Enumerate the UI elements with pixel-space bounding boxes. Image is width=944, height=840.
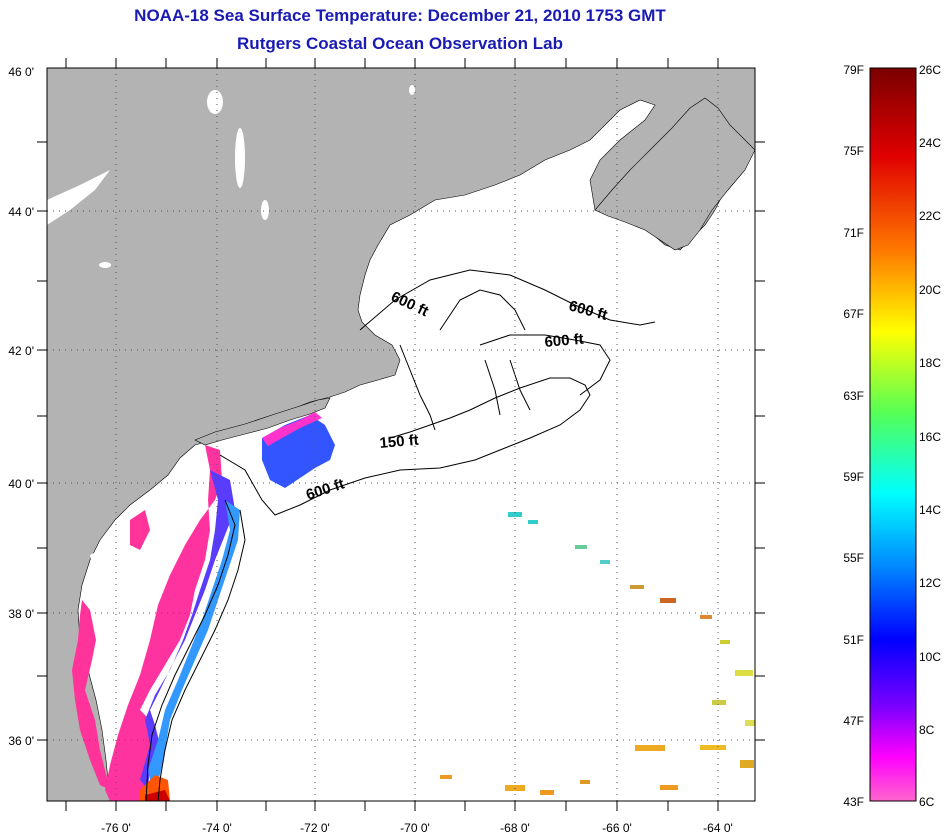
sst-chesapeake-bay [72, 600, 110, 790]
title-line-2: Rutgers Coastal Ocean Observation Lab [237, 34, 563, 53]
cb-c-8: 8C [919, 723, 935, 737]
cb-c-16: 16C [919, 430, 941, 444]
sst-coastal-band [105, 445, 222, 801]
cb-c-22: 22C [919, 209, 941, 223]
lon-label-70: -70 0' [400, 821, 430, 835]
lon-label-72: -72 0' [300, 821, 330, 835]
cb-f-71: 71F [843, 226, 864, 240]
cb-c-6: 6C [919, 795, 935, 809]
cb-c-24: 24C [919, 136, 941, 150]
lon-label-68: -68 0' [500, 821, 530, 835]
land-nova-scotia [594, 97, 755, 251]
cb-c-12: 12C [919, 576, 941, 590]
sst-outer-band [148, 500, 240, 790]
lon-label-64: -64 0' [703, 821, 733, 835]
cb-c-10: 10C [919, 650, 941, 664]
cb-c-20: 20C [919, 283, 941, 297]
cb-f-47: 47F [843, 714, 864, 728]
contour-label-4: 150 ft [379, 432, 420, 452]
inland-lakes [47, 85, 415, 575]
bathymetry-contours [145, 269, 656, 801]
lon-label-76: -76 0' [101, 821, 131, 835]
sst-delaware-bay [130, 510, 150, 550]
cb-f-51: 51F [843, 633, 864, 647]
lat-label-46: 46 0' [8, 65, 34, 79]
lat-label-36: 36 0' [8, 734, 34, 748]
colorbar [869, 67, 917, 802]
contour-label-3: 600 ft [544, 331, 585, 351]
sst-hot-tip [145, 790, 170, 801]
lat-label-44: 44 0' [8, 205, 34, 219]
lat-label-42: 42 0' [8, 344, 34, 358]
cb-f-59: 59F [843, 470, 864, 484]
map-frame [46, 67, 756, 802]
lon-label-74: -74 0' [202, 821, 232, 835]
cb-f-63: 63F [843, 389, 864, 403]
cb-f-67: 67F [843, 307, 864, 321]
lon-label-66: -66 0' [602, 821, 632, 835]
cb-f-43: 43F [843, 795, 864, 809]
cb-f-79: 79F [843, 63, 864, 77]
cb-f-55: 55F [843, 551, 864, 565]
title-line-1: NOAA-18 Sea Surface Temperature: Decembe… [134, 6, 666, 25]
graticule [47, 68, 755, 801]
sst-mid-band [140, 470, 235, 790]
land-long-island [194, 397, 331, 446]
lat-label-40: 40 0' [8, 477, 34, 491]
axis-ticks [37, 58, 765, 811]
cb-c-14: 14C [919, 503, 941, 517]
cb-c-18: 18C [919, 356, 941, 370]
cb-f-75: 75F [843, 144, 864, 158]
sst-pink-patch [262, 412, 322, 446]
cb-c-26: 26C [919, 63, 941, 77]
lat-label-38: 38 0' [8, 607, 34, 621]
